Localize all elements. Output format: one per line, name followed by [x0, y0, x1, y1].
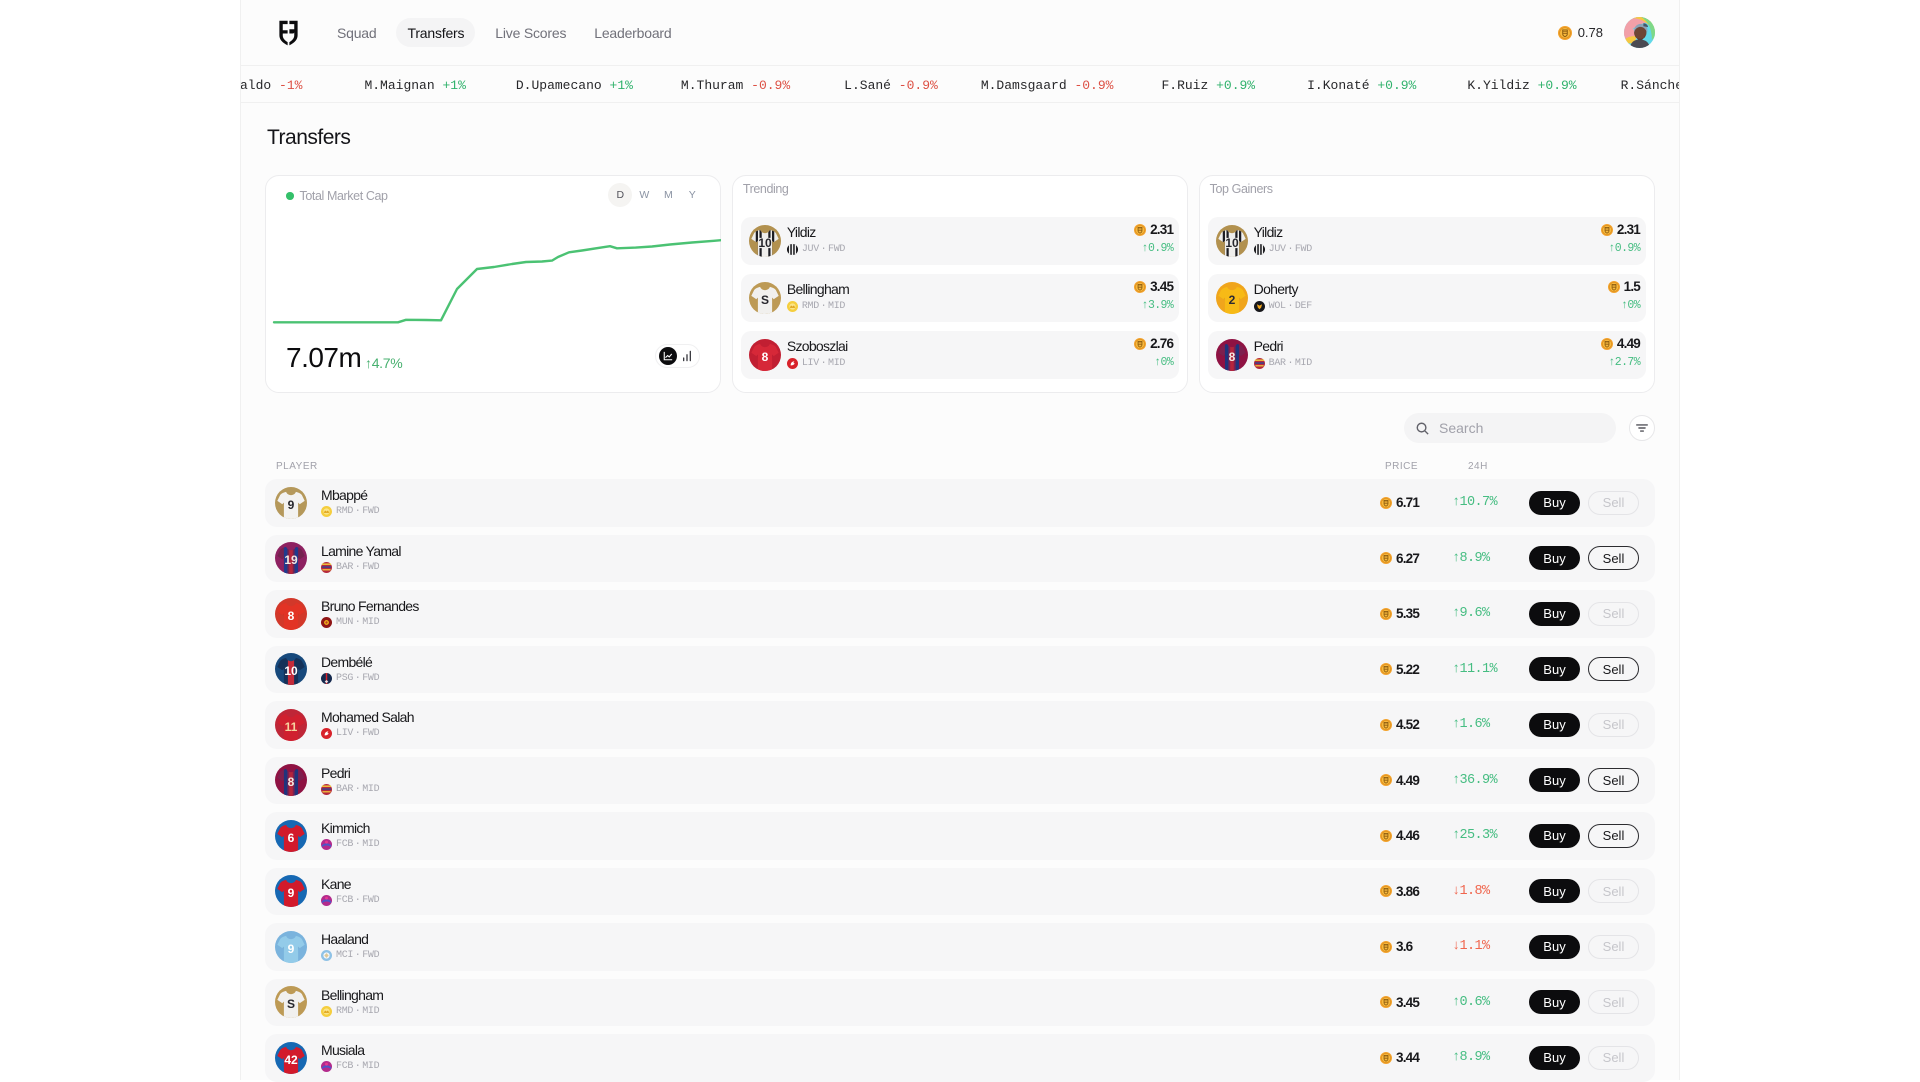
- svg-text:9: 9: [288, 886, 295, 900]
- svg-text:8: 8: [1228, 350, 1235, 364]
- svg-text:11: 11: [285, 720, 298, 734]
- svg-text:19: 19: [284, 553, 298, 567]
- svg-text:9: 9: [288, 942, 295, 956]
- svg-text:10: 10: [1225, 236, 1239, 250]
- svg-text:S: S: [287, 997, 295, 1011]
- svg-text:2: 2: [1228, 293, 1235, 307]
- svg-text:6: 6: [288, 831, 295, 845]
- svg-text:9: 9: [288, 498, 295, 512]
- svg-text:8: 8: [761, 350, 768, 364]
- svg-text:10: 10: [284, 664, 298, 678]
- svg-text:S: S: [761, 293, 769, 307]
- svg-text:10: 10: [758, 236, 772, 250]
- svg-text:8: 8: [288, 609, 295, 623]
- svg-text:42: 42: [284, 1053, 298, 1067]
- svg-text:8: 8: [288, 775, 295, 789]
